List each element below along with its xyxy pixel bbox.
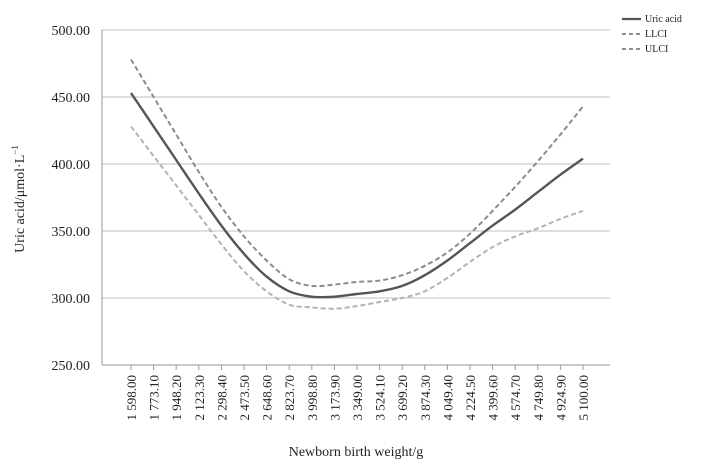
y-axis-label-superscript: −1: [10, 145, 20, 155]
legend: Uric acid LLCI ULCI: [622, 14, 682, 55]
x-tick-label: 4 399.60: [486, 375, 501, 421]
legend-label-llci: LLCI: [645, 29, 667, 40]
x-tick-label: 4 049.40: [440, 375, 455, 421]
y-tick-label: 500.00: [52, 24, 91, 39]
y-axis-label: Uric acid/μmol·L−1: [10, 145, 28, 253]
y-tick-label: 450.00: [52, 91, 91, 106]
x-axis-label: Newborn birth weight/g: [289, 445, 424, 460]
x-tick-label: 2 648.60: [260, 375, 275, 421]
y-tick-label: 400.00: [52, 158, 91, 173]
x-tick-label: 4 924.90: [553, 375, 568, 421]
x-tick-label: 3 349.00: [350, 375, 365, 421]
series-line-ulci: [130, 125, 584, 310]
y-axis-label-text: Uric acid/μmol·L: [13, 155, 28, 253]
legend-label-ulci: ULCI: [645, 44, 668, 55]
y-tick-label: 350.00: [52, 225, 91, 240]
x-tick-label: 1 598.00: [124, 375, 139, 421]
legend-label-uric-acid: Uric acid: [645, 14, 682, 25]
axes: [101, 30, 610, 366]
x-tick-label: 4 224.50: [463, 375, 478, 421]
y-tick-label: 300.00: [52, 292, 91, 307]
x-tick-label: 2 473.50: [237, 375, 252, 421]
x-tick-label: 2 123.30: [192, 375, 207, 421]
x-tick-label: 1 948.20: [169, 375, 184, 421]
x-tick-label: 2 298.40: [214, 375, 229, 421]
x-tick-label: 5 100.00: [576, 375, 591, 421]
x-tick-label: 3 874.30: [418, 375, 433, 421]
series-line-uric-acid: [130, 92, 584, 299]
y-tick-label: 250.00: [52, 359, 91, 374]
x-tick-label: 3 173.90: [327, 375, 342, 421]
x-tick-label: 2 823.70: [282, 375, 297, 421]
x-tick-label: 3 699.20: [395, 375, 410, 421]
x-tick-label: 3 998.80: [305, 375, 320, 421]
series-line-llci: [130, 58, 584, 288]
x-tick-label: 4 749.80: [531, 375, 546, 421]
x-tick-label: 1 773.10: [147, 375, 162, 421]
x-tick-labels: 1 598.00 1 773.10 1 948.20 2 123.30 2 298.40…: [124, 365, 591, 421]
series-lines: [130, 58, 584, 310]
x-tick-label: 4 574.70: [508, 375, 523, 421]
grid-lines: [102, 29, 610, 366]
x-tick-label: 3 524.10: [373, 375, 388, 421]
y-tick-labels: 250.00 300.00 350.00 400.00 450.00 500.00: [52, 24, 91, 374]
